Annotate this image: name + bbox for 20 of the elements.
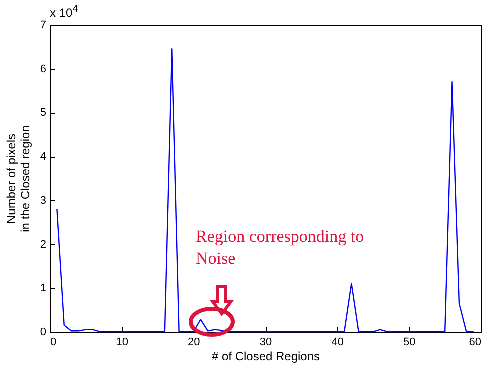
y-tick-label: 6 xyxy=(40,63,46,76)
x-tick-label: 10 xyxy=(116,336,128,348)
y-tick-label: 0 xyxy=(40,326,46,338)
y-axis-title: Number of pixels in the Closed region xyxy=(4,126,32,232)
x-tick-label: 20 xyxy=(188,336,200,348)
y-tick-label: 7 xyxy=(40,20,46,32)
x-tick-label: 0 xyxy=(50,336,57,348)
y-tick-label: 3 xyxy=(40,194,46,207)
y-tick-label: 1 xyxy=(40,282,46,295)
text: x 10$^{4}$ xyxy=(50,4,78,20)
y-tick-label: 2 xyxy=(40,238,46,251)
x-tick-label: 50 xyxy=(404,336,416,348)
x-axis-title: # of Closed Regions xyxy=(212,350,320,364)
x-tick-label: 60 xyxy=(469,336,482,348)
annotation: Region corresponding to Noise xyxy=(196,226,364,270)
x-tick-label: 30 xyxy=(260,336,272,348)
x-tick-label: 40 xyxy=(332,336,344,348)
y-tick-label: 5 xyxy=(40,107,46,120)
y-tick-label: 4 xyxy=(40,151,46,164)
line-series xyxy=(56,48,474,333)
